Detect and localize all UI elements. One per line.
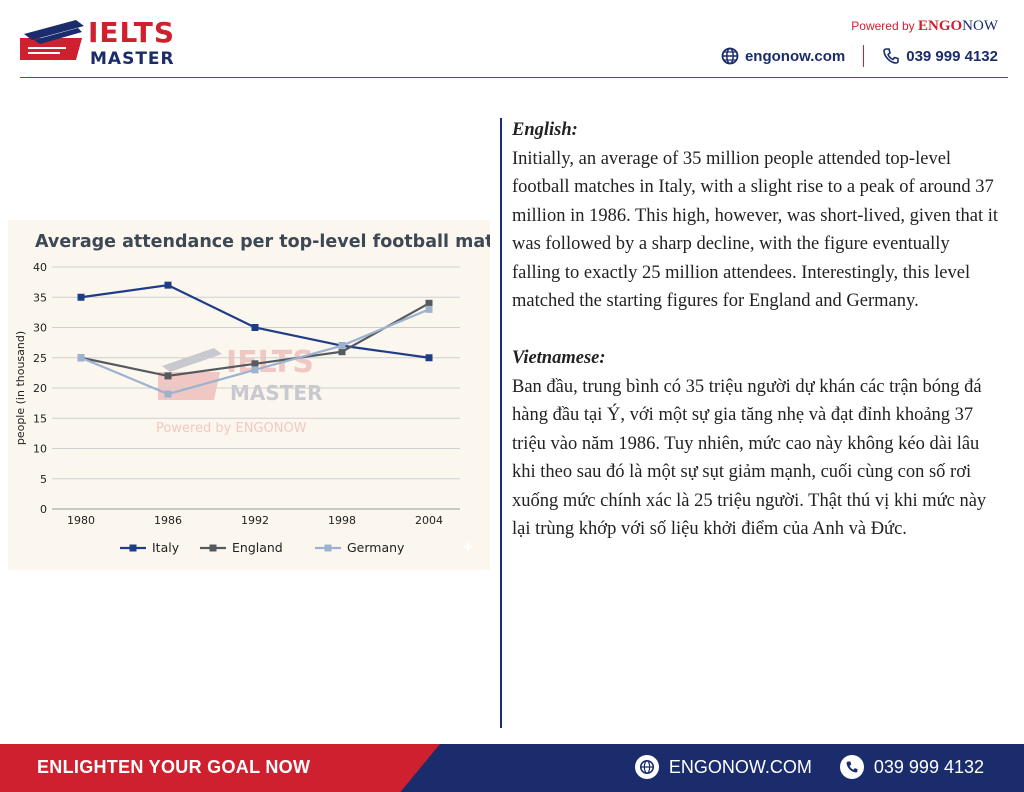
legend-marker-germany [324, 544, 332, 552]
powered-by-label: Powered by [851, 19, 918, 33]
engonow-brand[interactable]: ENGONOW [918, 18, 998, 34]
point-england-1986 [164, 372, 172, 380]
logo-text-ielts: IELTS [88, 16, 176, 49]
point-germany-1986 [164, 390, 172, 398]
powered-by: Powered by ENGONOW [851, 18, 998, 35]
y-tick-label-5: 5 [40, 473, 47, 486]
y-tick-label-0: 0 [40, 503, 47, 516]
footer-phone-icon [839, 755, 864, 779]
x-tick-label-1980: 1980 [67, 514, 95, 527]
ielts-master-logo[interactable]: IELTS MASTER [20, 14, 190, 70]
x-tick-labels: 1980 1986 1992 1998 2004 [67, 514, 443, 527]
header-contact-divider [863, 45, 865, 67]
legend-label-germany: Germany [347, 540, 405, 555]
watermark-emblem-navy [162, 348, 222, 372]
y-axis-label: people (in thousand) [14, 331, 27, 445]
english-heading: English: [512, 120, 578, 140]
header-contact: engonow.com 039 999 4132 [721, 45, 998, 67]
footer-globe-icon [634, 755, 659, 779]
english-body: Initially, an average of 35 million peop… [512, 148, 999, 312]
point-germany-2004 [425, 305, 433, 313]
watermark-text-powered: Powered by ENGONOW [156, 421, 307, 436]
legend-marker-england [209, 544, 217, 552]
footer-contact: ENGONOW.COM 039 999 4132 [634, 755, 984, 779]
gridlines [52, 266, 460, 510]
x-tick-label-2004: 2004 [415, 514, 443, 527]
point-england-1998 [338, 348, 346, 356]
header-phone-link[interactable]: 039 999 4132 [882, 47, 998, 65]
y-tick-label-30: 30 [33, 322, 47, 335]
footer-phone-link[interactable]: 039 999 4132 [839, 755, 984, 779]
phone-icon [883, 48, 900, 64]
y-tick-label-35: 35 [33, 291, 47, 304]
chart-panel: IELTS MASTER Powered by ENGONOW Average at… [8, 220, 490, 570]
legend: Italy England Germany [120, 540, 405, 555]
header-phone: 039 999 4132 [906, 47, 998, 65]
section-gap [512, 316, 1002, 345]
point-england-2004 [425, 299, 433, 307]
point-italy-1986 [164, 281, 172, 289]
legend-label-england: England [232, 540, 283, 555]
vertical-divider [500, 118, 502, 728]
point-germany-1998 [338, 342, 346, 350]
x-tick-label-1986: 1986 [154, 514, 182, 527]
footer-red-band [0, 744, 440, 792]
legend-label-italy: Italy [152, 540, 180, 555]
footer: ENLIGHTEN YOUR GOAL NOW ENGONOW.COM 039 … [0, 744, 1024, 792]
header-divider [20, 77, 1008, 78]
y-tick-label-40: 40 [33, 261, 47, 274]
point-italy-1980 [77, 293, 85, 301]
y-tick-label-25: 25 [33, 352, 47, 365]
brand-now: NOW [962, 18, 998, 34]
vietnamese-body: Ban đầu, trung bình có 35 triệu người dự… [512, 376, 987, 540]
legend-marker-italy [129, 544, 137, 552]
footer-website-link[interactable]: ENGONOW.COM [634, 755, 812, 779]
logo-emblem-icon [20, 20, 84, 60]
brand-engo: ENGO [917, 18, 963, 34]
chart-title: Average attendance per top-level footbal… [35, 232, 490, 252]
vietnamese-heading: Vietnamese: [512, 348, 606, 368]
header: IELTS MASTER Powered by ENGONOW engonow.… [0, 0, 1024, 80]
x-tick-label-1992: 1992 [241, 514, 269, 527]
x-tick-label-1998: 1998 [328, 514, 356, 527]
translation-panel: English: Initially, an average of 35 mil… [512, 116, 1002, 544]
series [77, 281, 433, 398]
point-england-1992 [251, 360, 259, 368]
globe-icon [721, 47, 739, 65]
y-tick-label-10: 10 [33, 443, 47, 456]
header-website: engonow.com [744, 47, 846, 65]
footer-phone: 039 999 4132 [873, 756, 984, 777]
footer-website: ENGONOW.COM [668, 756, 812, 777]
y-tick-label-20: 20 [33, 382, 47, 395]
point-italy-1992 [251, 324, 259, 331]
logo-text-master: MASTER [90, 49, 175, 69]
sparkle-icon [462, 541, 474, 553]
y-tick-labels: 0 5 10 15 20 25 30 35 40 [33, 261, 47, 516]
watermark-text-master: MASTER [230, 381, 323, 405]
footer-slogan: ENLIGHTEN YOUR GOAL NOW [37, 757, 311, 777]
point-germany-1980 [77, 354, 85, 362]
header-website-link[interactable]: engonow.com [721, 47, 845, 65]
point-germany-1992 [251, 366, 259, 374]
point-italy-2004 [425, 354, 433, 362]
y-tick-label-15: 15 [33, 412, 47, 425]
